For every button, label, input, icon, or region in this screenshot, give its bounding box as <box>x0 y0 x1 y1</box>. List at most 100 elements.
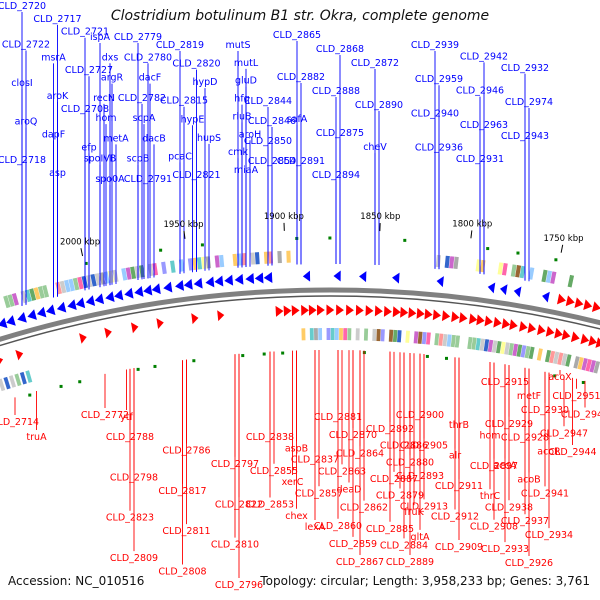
cog-block-forward <box>449 256 455 269</box>
top-gene-label: CLD_2820 <box>172 59 220 70</box>
gene-arrows <box>0 270 600 365</box>
rna-feature <box>425 354 429 358</box>
reverse-gene-arrow <box>441 310 451 322</box>
cog-block-forward <box>254 252 260 265</box>
label-leader-lines <box>14 12 586 578</box>
forward-gene-arrow <box>205 276 215 288</box>
bottom-gene-label: CLD_2772 <box>81 410 129 421</box>
top-gene-label: mutL <box>234 58 259 69</box>
top-gene-label: CLD_2717 <box>33 14 81 25</box>
forward-gene-arrow <box>46 304 56 316</box>
top-gene-label: dacB <box>142 133 166 144</box>
cog-block-forward <box>528 267 535 280</box>
cog-block-forward <box>24 289 32 303</box>
reverse-gene-arrow <box>316 304 325 316</box>
top-gene-label: metA <box>103 133 129 144</box>
cog-block-forward <box>541 269 548 283</box>
forward-gene-arrow <box>436 276 444 288</box>
bottom-gene-label: CLD_2884 <box>380 540 428 551</box>
cog-block-forward <box>501 262 508 276</box>
bottom-gene-label: CLD_2798 <box>110 472 158 483</box>
cog-block-forward <box>241 253 247 266</box>
bottom-gene-label: CLD_2786 <box>162 445 210 456</box>
reverse-gene-arrow <box>79 333 87 344</box>
bottom-gene-label: CLD_2862 <box>340 503 388 514</box>
cog-block-reverse <box>347 328 352 341</box>
bottom-gene-label: CLD_2887 <box>370 474 418 485</box>
reverse-gene-arrow <box>156 318 164 329</box>
cog-block-reverse <box>553 351 560 365</box>
bottom-gene-label: ytf <box>120 412 133 423</box>
reverse-gene-arrow <box>104 327 112 339</box>
top-gene-label: CLD_2946 <box>456 86 504 97</box>
top-gene-label: CLD_2939 <box>411 40 459 51</box>
bottom-gene-label: truA <box>26 432 47 443</box>
kbp-tick-line <box>80 248 84 257</box>
top-gene-label: cmk <box>228 147 248 158</box>
forward-gene-arrow <box>27 309 37 320</box>
top-gene-label: CLD_2721 <box>61 27 109 38</box>
bottom-gene-label: CLD_2912 <box>431 512 479 523</box>
top-gene-label: miaA <box>234 165 259 176</box>
cog-block-reverse <box>504 342 510 355</box>
bottom-gene-label: CLD_2823 <box>106 513 154 524</box>
top-gene-label: hupS <box>197 133 221 144</box>
bottom-gene-label: CLD_2913 <box>400 501 448 512</box>
bottom-gene-label: CLD_2908 <box>470 522 518 533</box>
reverse-gene-arrow <box>545 325 555 337</box>
cog-block-reverse <box>318 328 323 341</box>
reverse-gene-arrow <box>15 349 24 361</box>
cog-block-reverse <box>585 358 592 372</box>
cog-block-forward <box>107 270 115 284</box>
bottom-gene-label: CLD_2929 <box>485 419 533 430</box>
bottom-gene-label: deaD <box>336 485 361 496</box>
reverse-gene-arrow <box>574 297 584 309</box>
bottom-gene-label: CLD_2893 <box>396 471 444 482</box>
forward-gene-arrow <box>263 271 273 283</box>
bottom-gene-label: CLD_2788 <box>106 432 154 443</box>
cog-block-reverse <box>508 342 514 356</box>
cog-block-reverse <box>417 331 423 344</box>
cog-block-reverse <box>544 349 552 363</box>
cog-block-reverse <box>330 328 335 341</box>
forward-gene-arrow <box>134 286 144 297</box>
reverse-gene-arrow <box>308 304 317 316</box>
bottom-gene-label: CLD_2879 <box>376 491 424 502</box>
cog-block-reverse <box>487 339 494 353</box>
reverse-gene-arrow <box>527 322 537 334</box>
cog-block-reverse <box>467 336 473 350</box>
cog-block-forward <box>232 253 238 267</box>
cog-block-reverse <box>405 330 410 343</box>
top-gene-label: CLD_2727 <box>65 65 113 76</box>
cog-block-forward <box>37 286 45 299</box>
rna-feature <box>159 248 163 252</box>
cog-block-reverse <box>413 331 419 344</box>
top-gene-label: CLD_2846 <box>248 116 296 127</box>
cog-block-reverse <box>309 328 314 341</box>
cog-block-reverse <box>475 337 481 351</box>
top-gene-label: rluB <box>232 111 251 122</box>
forward-gene-arrow <box>6 315 16 326</box>
top-gene-label: safA <box>287 114 308 125</box>
reverse-gene-arrow <box>424 308 433 320</box>
cog-block-reverse <box>479 338 485 351</box>
cog-block-forward <box>567 274 575 288</box>
rna-feature <box>78 380 82 384</box>
cog-block-reverse <box>561 353 568 366</box>
top-gene-label: CLD_2888 <box>312 86 360 97</box>
top-gene-label: CLD_2882 <box>277 72 325 83</box>
reverse-gene-arrow <box>355 304 364 316</box>
cog-block-reverse <box>426 332 431 345</box>
top-gene-label: CLD_2782 <box>118 93 166 104</box>
cog-block-forward <box>7 294 15 307</box>
bottom-gene-label: CLD_2947 <box>540 428 588 439</box>
cog-block-forward <box>214 255 220 268</box>
forward-gene-arrow <box>542 291 550 303</box>
bottom-gene-label: CLD_2889 <box>386 557 434 568</box>
top-gene-label: hom <box>95 113 116 124</box>
bottom-gene-label: CLD_2863 <box>318 466 366 477</box>
top-gene-label: ispA <box>90 32 111 43</box>
cog-block-reverse <box>450 334 456 348</box>
kbp-tick-line <box>560 244 564 253</box>
